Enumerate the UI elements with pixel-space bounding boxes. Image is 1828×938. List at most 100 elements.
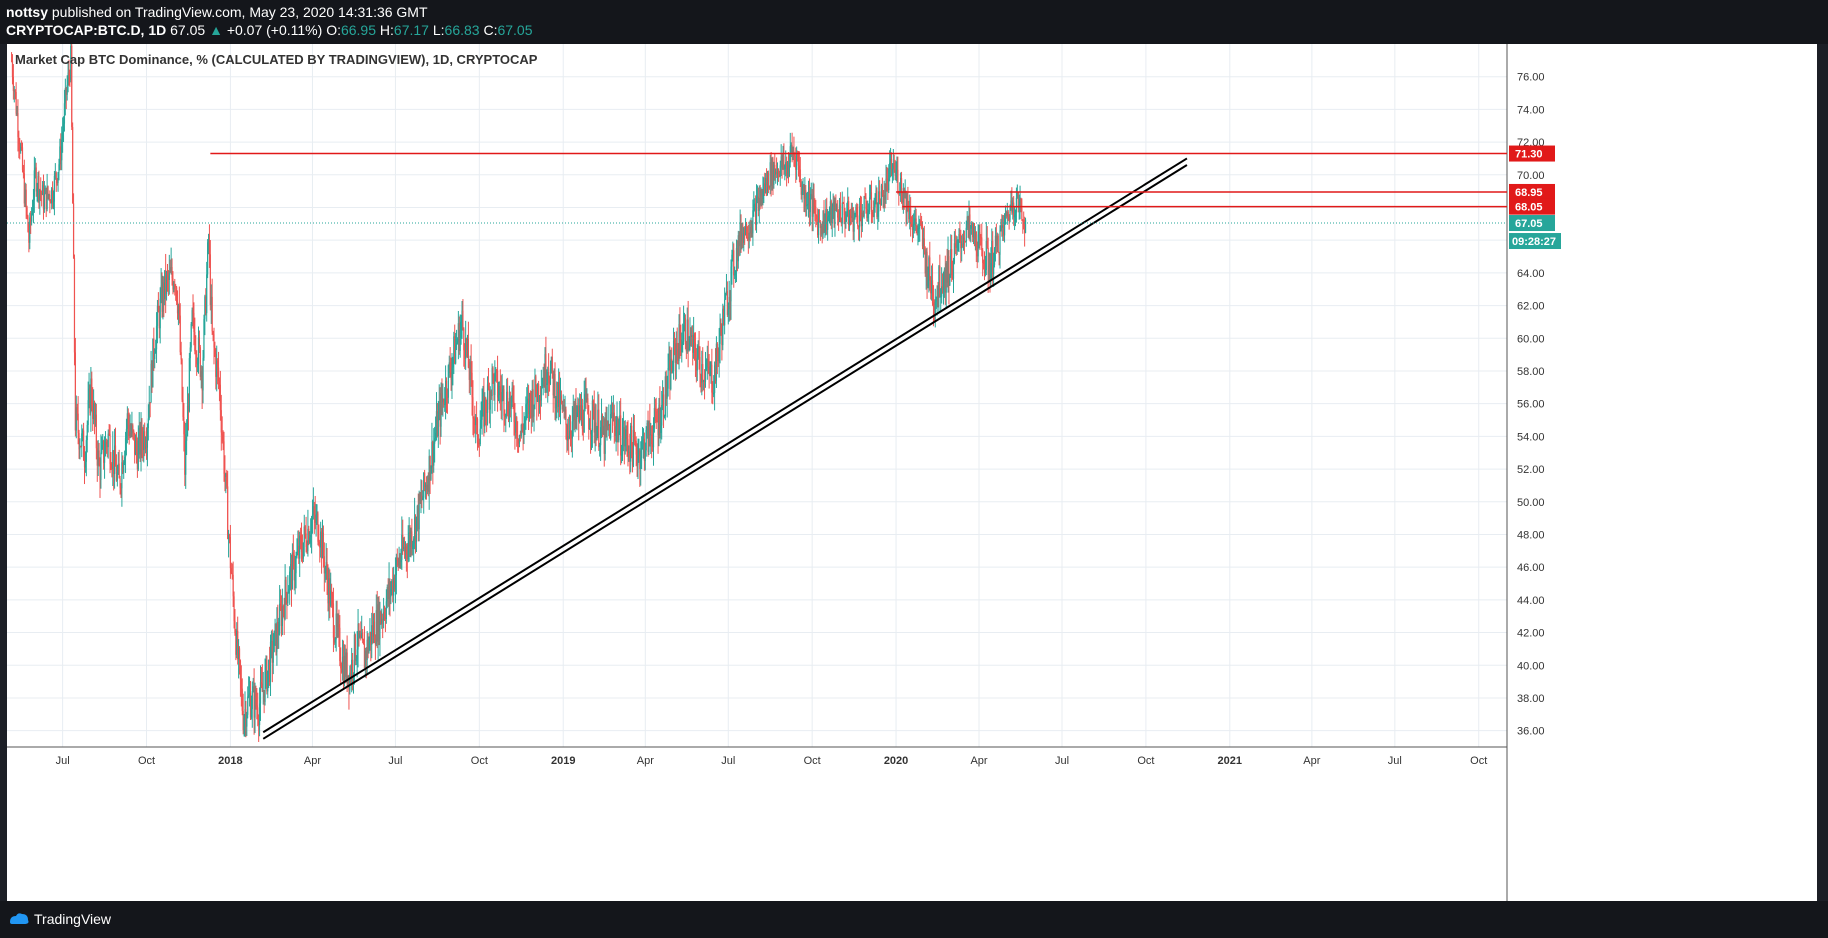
candle-body (804, 190, 806, 199)
candle-body (954, 243, 956, 246)
candle-body (933, 306, 935, 314)
trendline[interactable] (262, 157, 1188, 734)
candle-body (72, 127, 74, 204)
candle-body (359, 634, 361, 638)
candle-body (223, 441, 225, 474)
candle-body (974, 231, 976, 240)
candle-body (596, 428, 598, 440)
candle-body (1024, 219, 1027, 234)
candle-body (864, 196, 866, 198)
candle-body (986, 241, 988, 249)
candle-body (30, 217, 32, 222)
candle-body (203, 318, 205, 358)
candle-body (514, 421, 516, 433)
candle-body (204, 296, 206, 319)
candle-body (1003, 215, 1006, 236)
candle-body (227, 535, 230, 539)
candle-body (882, 190, 884, 208)
candle-body (332, 603, 335, 638)
countdown-label-bg (1509, 233, 1561, 250)
candle-body (527, 398, 529, 404)
candle-body (669, 360, 671, 390)
trendline[interactable] (262, 164, 1188, 740)
candle-body (1010, 200, 1012, 209)
candle-body (731, 254, 733, 267)
candle-body (119, 478, 121, 489)
candle-body (434, 438, 436, 444)
candle-body (37, 175, 39, 189)
chart-canvas[interactable]: 36.00 38.00 40.00 42.00 44.00 46.00 48.00 50.00… (7, 44, 1817, 901)
candle-body (816, 215, 818, 220)
candle-body (820, 226, 822, 228)
candle-body (51, 188, 54, 203)
candle-body (343, 655, 345, 684)
candle-body (439, 401, 441, 427)
candle-body (130, 431, 132, 434)
candle-body (572, 407, 574, 422)
candle-body (531, 389, 533, 418)
candle-body (786, 164, 789, 176)
candle-body (413, 538, 415, 544)
candle-body (316, 513, 318, 515)
candle-body (889, 159, 892, 163)
y-tick-label: 36.00 (1517, 726, 1545, 738)
candle-body (139, 427, 141, 455)
candle-body (760, 189, 762, 205)
candle-body (942, 289, 945, 291)
candle-body (196, 354, 198, 364)
candle-body (196, 363, 199, 365)
candle-body (556, 382, 558, 404)
candle-body (996, 235, 998, 246)
candle-body (189, 347, 191, 359)
candle-body (672, 340, 675, 371)
candle-body (323, 556, 325, 574)
footer-bar: TradingView (0, 901, 1828, 938)
candle-body (818, 221, 821, 223)
candle-body (741, 233, 743, 242)
candle-body (206, 274, 208, 314)
candle-body (845, 217, 847, 224)
candle-body (796, 153, 798, 170)
candle-body (384, 617, 387, 620)
candle-body (235, 633, 237, 655)
author-name[interactable]: nottsy (6, 4, 48, 20)
candle-body (143, 431, 145, 451)
candle-body (901, 195, 904, 203)
candle-body (662, 394, 664, 406)
candle-body (209, 254, 211, 306)
candle-body (415, 517, 418, 542)
y-tick-label: 60.00 (1517, 333, 1545, 345)
candle-body (29, 217, 31, 243)
candle-body (522, 429, 524, 435)
footer-brand[interactable]: TradingView (34, 911, 112, 927)
candle-body (839, 205, 842, 220)
y-tick-label: 52.00 (1517, 464, 1545, 476)
candle-body (642, 438, 645, 440)
candle-body (619, 415, 621, 432)
chart-area[interactable]: 36.00 38.00 40.00 42.00 44.00 46.00 48.00 50.00… (7, 44, 1817, 901)
level-label: 68.05 (1515, 202, 1543, 214)
candle-body (295, 556, 297, 574)
candle-body (720, 326, 722, 333)
candle-body (25, 189, 27, 208)
candle-body (210, 296, 212, 306)
candle-body (992, 240, 994, 275)
candle-body (532, 389, 534, 417)
candle-body (122, 462, 124, 473)
candle-body (797, 154, 800, 166)
candle-body (38, 175, 40, 201)
candle-body (831, 207, 833, 223)
candle-body (353, 634, 356, 674)
candle-body (438, 401, 440, 413)
candle-body (699, 357, 701, 375)
last-price-label-bg (1509, 215, 1555, 232)
candle-body (893, 163, 895, 170)
candle-body (1006, 211, 1008, 217)
candle-body (752, 210, 754, 234)
candle-body (282, 606, 284, 610)
candle-body (586, 398, 588, 400)
candle-body (195, 351, 197, 355)
candle-body (563, 404, 565, 411)
candle-body (116, 472, 118, 481)
candle-body (259, 682, 262, 704)
